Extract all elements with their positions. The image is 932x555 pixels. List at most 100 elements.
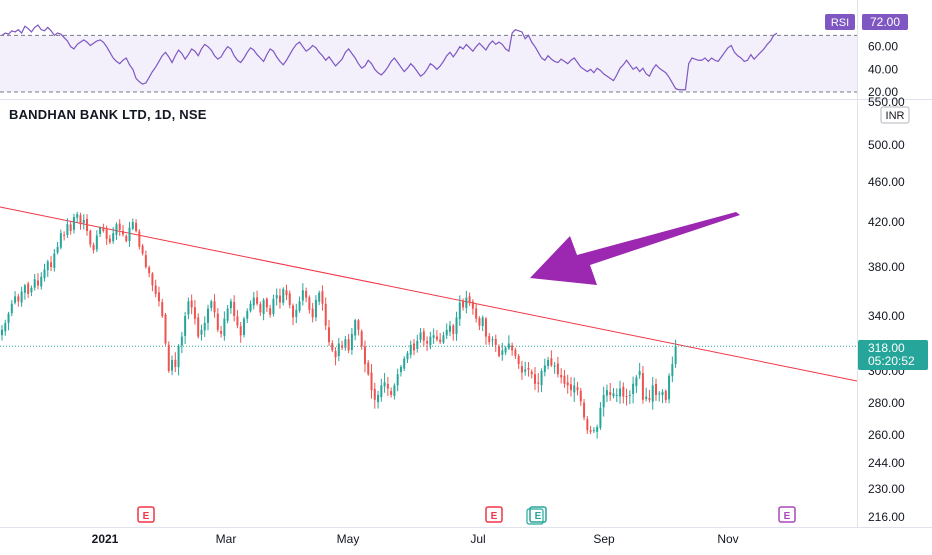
candle-body: [484, 318, 487, 337]
candle: [72, 213, 75, 234]
candle: [504, 346, 507, 356]
candle: [27, 281, 30, 298]
candle-body: [439, 339, 442, 343]
candle-body: [661, 391, 664, 396]
rsi-label-tag: [825, 14, 855, 30]
candle-body: [292, 305, 295, 318]
candle-body: [180, 336, 183, 346]
candle-body: [164, 314, 167, 344]
candle: [20, 286, 23, 307]
candle-body: [406, 353, 409, 360]
rsi-tick-label: 40.00: [868, 62, 898, 76]
candle: [475, 303, 478, 323]
candle: [609, 383, 612, 401]
candle-body: [249, 303, 252, 312]
candle-body: [161, 302, 164, 316]
candle-body: [40, 276, 43, 287]
candle-body: [350, 333, 353, 351]
candle: [540, 368, 543, 393]
currency-box: [880, 106, 910, 124]
candle: [59, 229, 62, 250]
candle-body: [619, 388, 622, 397]
candle-body: [337, 343, 340, 356]
candle: [442, 331, 445, 344]
candle-body: [56, 246, 59, 253]
candle-body: [213, 301, 216, 313]
rsi-pane[interactable]: [0, 24, 857, 93]
candle: [272, 294, 275, 317]
candle: [17, 293, 20, 307]
candle: [226, 305, 229, 324]
price-pane[interactable]: [0, 206, 858, 439]
candle: [478, 316, 481, 331]
candle-body: [612, 393, 615, 397]
candle: [632, 376, 635, 404]
candle: [144, 250, 147, 269]
candle: [350, 327, 353, 355]
candle: [53, 248, 56, 272]
candle-body: [66, 224, 69, 236]
candle-body: [171, 360, 174, 371]
candle-body: [527, 368, 530, 370]
price-tick-label: 420.00: [868, 215, 905, 229]
candle-body: [641, 373, 644, 400]
candle-body: [154, 285, 157, 294]
candle-body: [23, 285, 26, 293]
candle-body: [125, 235, 128, 242]
candle: [592, 427, 595, 434]
earnings-marker-box-shadow: [526, 508, 544, 525]
candle-body: [148, 267, 151, 274]
candle-body: [262, 300, 265, 315]
candle-body: [341, 345, 344, 348]
candle-body: [566, 382, 569, 386]
candle-body: [419, 332, 422, 340]
candle-body: [583, 402, 586, 418]
candle: [200, 324, 203, 341]
candle: [432, 328, 435, 344]
candle-body: [311, 308, 314, 318]
candle: [105, 225, 108, 245]
candle-body: [99, 227, 102, 234]
earnings-marker: E: [485, 506, 503, 523]
candle-body: [36, 280, 39, 286]
candle-body: [651, 385, 654, 402]
candle: [265, 297, 268, 312]
candle: [462, 298, 465, 311]
candle-body: [318, 292, 321, 302]
candle: [148, 265, 151, 278]
candle-body: [92, 244, 95, 251]
candle: [161, 298, 164, 318]
candle: [99, 226, 102, 238]
candle: [547, 356, 550, 370]
candle: [553, 361, 556, 374]
candle: [308, 295, 311, 314]
candle-body: [596, 427, 599, 432]
earnings-marker-label: E: [143, 511, 150, 522]
candle-body: [442, 335, 445, 343]
earnings-marker: E: [778, 506, 796, 523]
candle: [23, 283, 26, 300]
candle-body: [645, 396, 648, 400]
candle: [135, 219, 138, 233]
earnings-marker-label: E: [784, 511, 791, 522]
candle: [180, 331, 183, 354]
candle: [131, 218, 134, 231]
candle: [641, 366, 644, 404]
candle-body: [592, 430, 595, 432]
candle-body: [452, 325, 455, 334]
candle: [334, 347, 337, 366]
candle: [321, 285, 324, 311]
candle: [76, 211, 79, 223]
candle: [210, 299, 213, 312]
candle-body: [357, 320, 360, 330]
candle: [445, 323, 448, 340]
candle: [89, 229, 92, 248]
candle-body: [602, 395, 605, 408]
rsi-label: RSI: [831, 17, 849, 29]
candle-body: [135, 222, 138, 231]
candle: [664, 389, 667, 404]
candle-body: [128, 227, 131, 241]
candle: [121, 224, 124, 237]
candle: [223, 311, 226, 341]
candle: [30, 285, 33, 297]
